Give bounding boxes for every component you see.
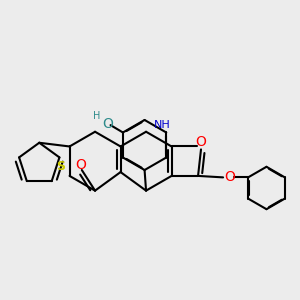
Text: O: O: [103, 117, 114, 130]
Text: O: O: [224, 170, 235, 184]
Text: NH: NH: [153, 120, 170, 130]
Text: S: S: [56, 160, 65, 173]
Text: O: O: [196, 135, 206, 149]
Text: O: O: [75, 158, 86, 172]
Text: H: H: [93, 111, 101, 121]
